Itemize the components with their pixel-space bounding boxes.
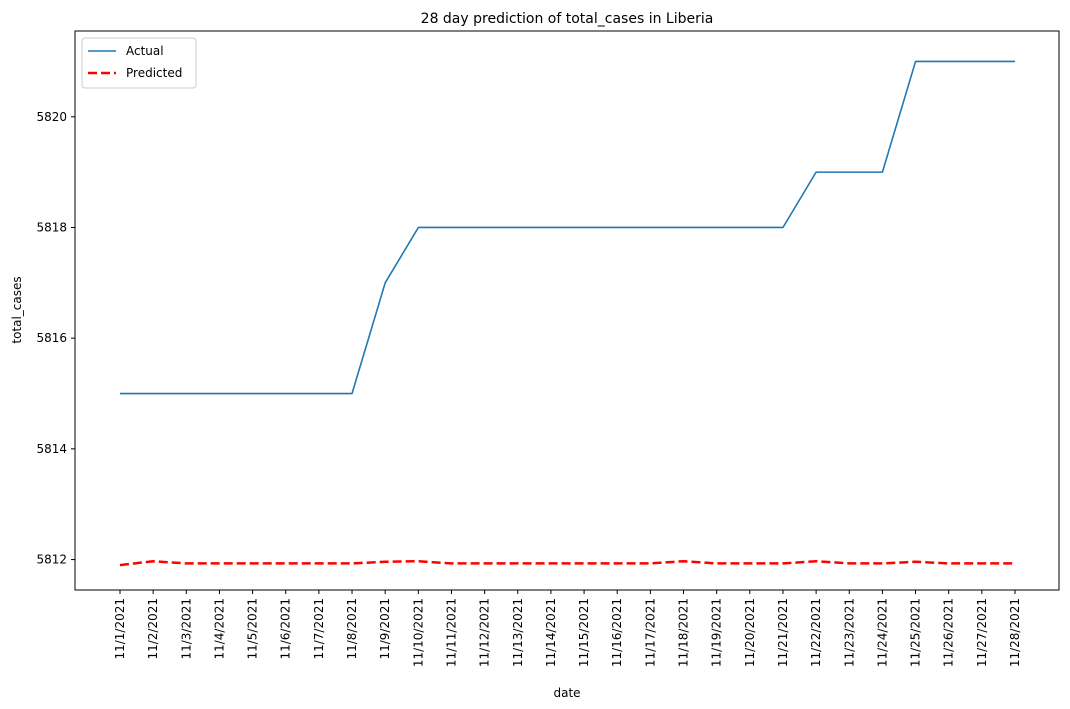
- x-tick-label: 11/13/2021: [511, 598, 525, 667]
- x-tick-label: 11/5/2021: [246, 598, 260, 660]
- x-tick-label: 11/4/2021: [212, 598, 226, 660]
- x-tick-label: 11/10/2021: [411, 598, 425, 667]
- x-tick-label: 11/27/2021: [975, 598, 989, 667]
- x-tick-label: 11/22/2021: [809, 598, 823, 667]
- plot-area: [75, 31, 1059, 590]
- x-tick-label: 11/24/2021: [875, 598, 889, 667]
- y-tick-label: 5816: [36, 331, 67, 345]
- x-tick-label: 11/25/2021: [909, 598, 923, 667]
- x-axis-title: date: [553, 686, 580, 700]
- x-tick-label: 11/15/2021: [577, 598, 591, 667]
- x-tick-label: 11/12/2021: [478, 598, 492, 667]
- x-tick-label: 11/21/2021: [776, 598, 790, 667]
- x-tick-label: 11/28/2021: [1008, 598, 1022, 667]
- x-tick-label: 11/7/2021: [312, 598, 326, 660]
- y-tick-label: 5814: [36, 442, 67, 456]
- x-tick-label: 11/14/2021: [544, 598, 558, 667]
- y-tick-label: 5812: [36, 553, 67, 567]
- legend-label: Actual: [126, 44, 164, 58]
- x-tick-label: 11/19/2021: [710, 598, 724, 667]
- y-tick-label: 5818: [36, 220, 67, 234]
- legend-label: Predicted: [126, 66, 182, 80]
- y-axis: 5812 5814 5816 5818 5820: [36, 110, 75, 567]
- series-layer: [119, 60, 1015, 567]
- x-tick-label: 11/16/2021: [610, 598, 624, 667]
- x-tick-label: 11/6/2021: [279, 598, 293, 660]
- legend: Actual Predicted: [81, 37, 197, 89]
- x-tick-label: 11/17/2021: [643, 598, 657, 667]
- series-line-actual: [120, 60, 1015, 395]
- x-axis: 11/1/2021 11/2/2021 11/3/2021 11/4/2021 11/5…: [113, 590, 1022, 667]
- series-line-predicted: [119, 559, 1015, 567]
- x-tick-label: 11/11/2021: [444, 598, 458, 667]
- x-tick-label: 11/18/2021: [677, 598, 691, 667]
- plot-frame: [74, 30, 1060, 591]
- x-tick-label: 11/8/2021: [345, 598, 359, 660]
- x-tick-label: 11/26/2021: [942, 598, 956, 667]
- y-tick-label: 5820: [36, 110, 67, 124]
- x-tick-label: 11/1/2021: [113, 598, 127, 660]
- x-tick-label: 11/2/2021: [146, 598, 160, 660]
- x-tick-label: 11/20/2021: [743, 598, 757, 667]
- x-tick-label: 11/3/2021: [179, 598, 193, 660]
- x-tick-label: 11/23/2021: [842, 598, 856, 667]
- x-tick-label: 11/9/2021: [378, 598, 392, 660]
- chart-title: 28 day prediction of total_cases in Libe…: [421, 11, 714, 27]
- y-axis-title: total_cases: [10, 276, 24, 343]
